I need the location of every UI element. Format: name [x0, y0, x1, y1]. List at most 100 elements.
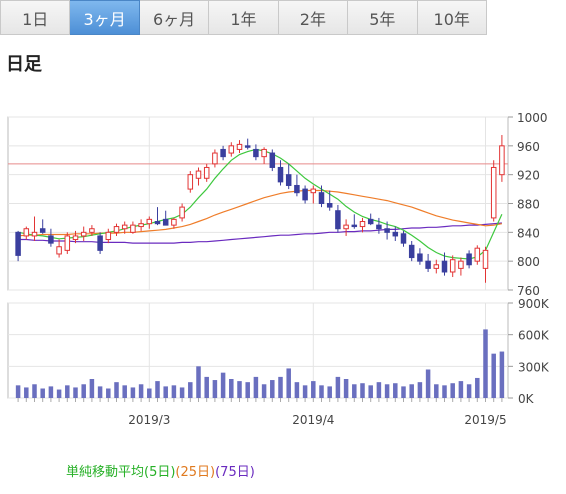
candle-body [384, 228, 390, 233]
volume-bar [417, 382, 423, 398]
candle [261, 147, 267, 164]
candle [433, 259, 440, 274]
candle [376, 217, 382, 234]
volume-bar [409, 384, 414, 398]
ma25-line [18, 189, 503, 237]
candle [187, 171, 194, 193]
volume-bar [237, 381, 242, 398]
candle [253, 144, 259, 161]
candle [64, 232, 71, 254]
candle [154, 207, 161, 226]
volume-bar [24, 387, 29, 398]
candle-body [80, 231, 87, 237]
price-tick-label: 920 [517, 169, 540, 183]
candle-body [302, 188, 308, 201]
volume-tick-label: 0K [518, 392, 535, 406]
candle [425, 253, 431, 272]
tab-1year[interactable]: 1年 [209, 0, 279, 35]
volume-bar [425, 369, 431, 398]
candle-body [253, 148, 259, 158]
candle-body [89, 228, 95, 233]
candle [162, 210, 169, 226]
tab-5year[interactable]: 5年 [348, 0, 418, 35]
volume-bar [220, 372, 226, 398]
volume-bar [483, 329, 488, 398]
price-tick-label: 1000 [517, 111, 548, 125]
volume-bar [179, 387, 185, 398]
candle-body [408, 244, 415, 259]
volume-bar [56, 389, 62, 398]
candle-body [138, 223, 144, 228]
candle-body [392, 231, 399, 237]
candle-body [343, 224, 349, 230]
candle [285, 163, 292, 190]
candle-body [244, 145, 251, 148]
volume-bar [40, 388, 45, 398]
candle-body [212, 152, 218, 165]
tab-10year[interactable]: 10年 [417, 0, 487, 35]
candle-body [105, 231, 112, 241]
candle-body [72, 235, 79, 241]
candle [236, 140, 243, 154]
volume-bar [15, 385, 21, 398]
section-title: 日足 [6, 54, 42, 75]
volume-bar [384, 384, 390, 398]
volume-bar [434, 384, 439, 398]
volume-bar [32, 384, 37, 398]
ma5-line [17, 148, 503, 260]
volume-bar [229, 379, 234, 398]
candle [15, 230, 21, 262]
candle [130, 221, 136, 234]
tab-3month[interactable]: 3ヶ月 [70, 0, 140, 35]
candle-body [441, 260, 448, 273]
volume-bar [376, 382, 382, 398]
volume-bar [278, 376, 283, 398]
tab-6month[interactable]: 6ヶ月 [139, 0, 210, 35]
candle [490, 160, 497, 222]
price-tick-label: 840 [517, 226, 540, 240]
volume-tick-label: 900K [518, 297, 550, 311]
candle-body [195, 170, 202, 179]
candle-body [367, 218, 374, 225]
volume-bar [458, 381, 464, 398]
volume-bar [327, 386, 332, 398]
candle-body [269, 152, 276, 168]
candle-body [121, 224, 128, 230]
candle [89, 225, 95, 236]
candle [97, 232, 103, 254]
candle [48, 228, 54, 247]
candle [359, 217, 366, 233]
volume-bar [212, 380, 218, 398]
tab-2year[interactable]: 2年 [278, 0, 349, 35]
volume-tick-label: 600K [518, 329, 550, 343]
volume-bar [106, 388, 111, 398]
candle [56, 239, 62, 258]
candle [171, 217, 177, 229]
price-tick-label: 960 [517, 140, 540, 154]
candle [449, 255, 456, 278]
candle-body [318, 192, 325, 204]
candle [72, 230, 79, 244]
tab-1day[interactable]: 1日 [0, 0, 71, 35]
price-tick-label: 800 [517, 255, 540, 269]
candle [318, 185, 325, 208]
candle-body [400, 233, 407, 244]
volume-bar [122, 385, 127, 398]
candle-body [359, 221, 366, 228]
candle-body [376, 224, 382, 230]
candle [466, 250, 472, 269]
x-tick-label: 2019/3 [128, 413, 170, 427]
candle [39, 219, 46, 234]
volume-bar [245, 382, 250, 398]
volume-bar [499, 351, 505, 398]
candle [121, 221, 128, 234]
price-tick-label: 880 [517, 198, 540, 212]
candle-body [146, 218, 153, 225]
candle [441, 252, 448, 276]
candle-body [64, 235, 71, 251]
volume-bar [270, 380, 275, 398]
candle [408, 240, 415, 262]
candle-body [236, 143, 243, 150]
candle [343, 219, 349, 236]
candle [335, 204, 341, 233]
